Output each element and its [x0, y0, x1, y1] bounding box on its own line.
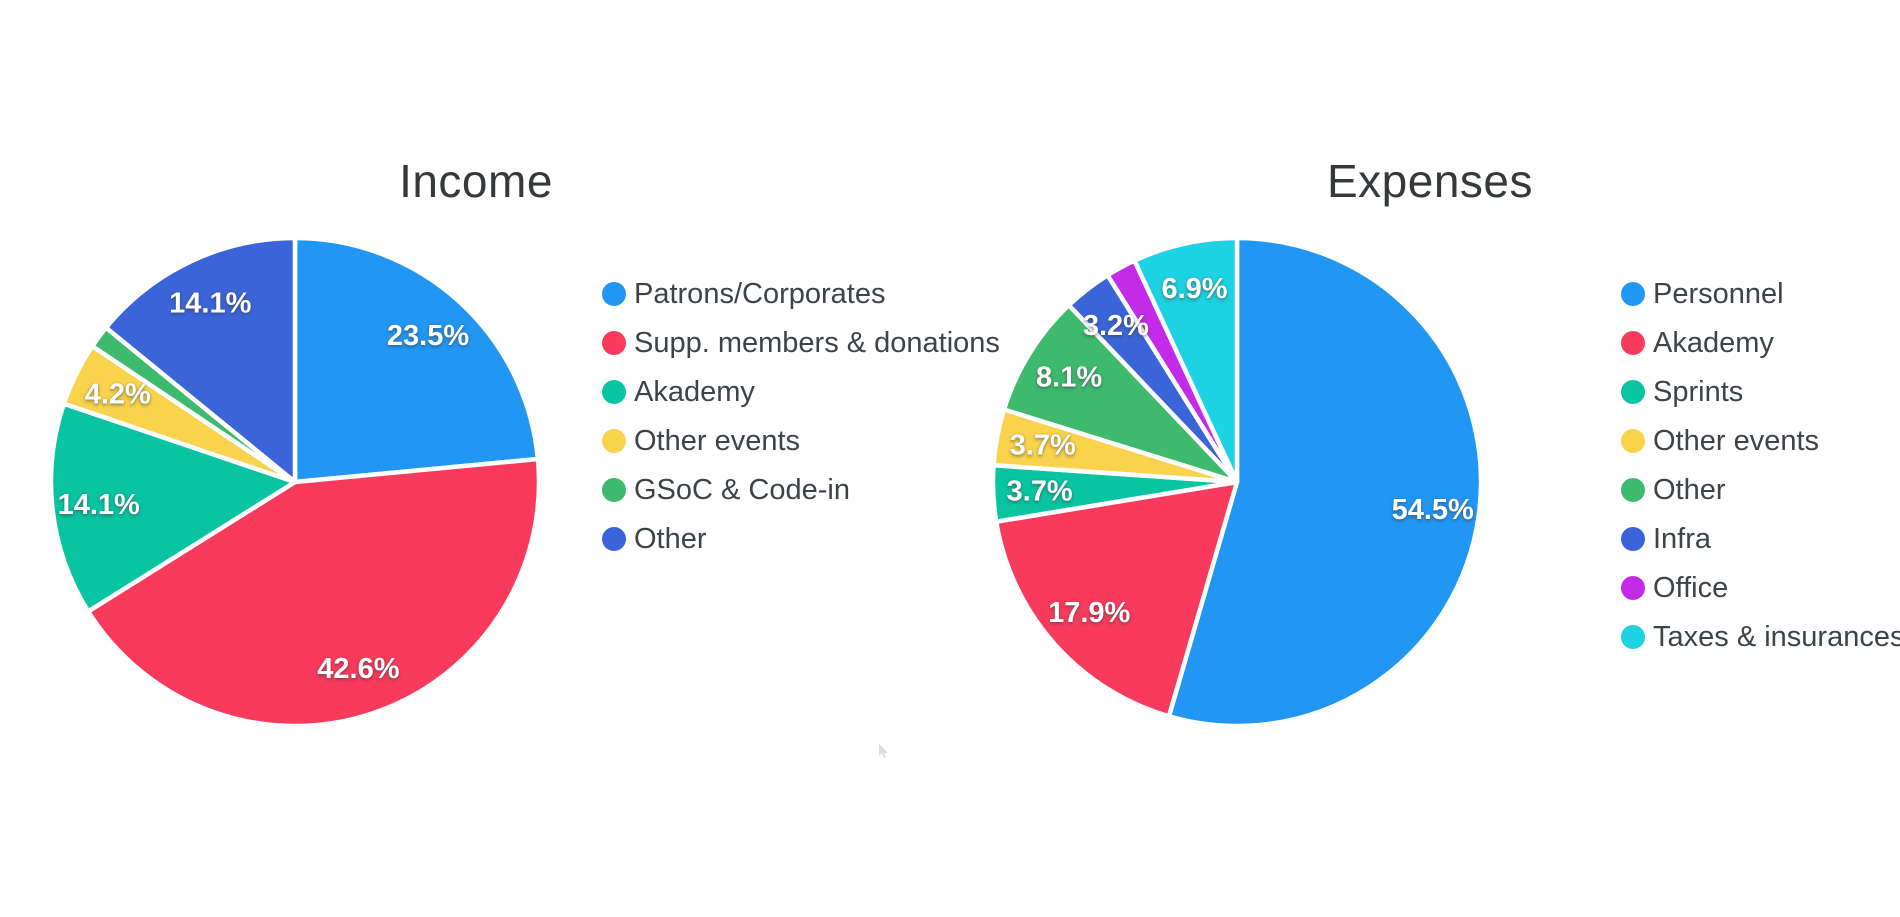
slice-percent-label: 6.9%	[1161, 273, 1227, 305]
legend-swatch-icon	[602, 282, 626, 306]
pie-slice-akademy[interactable]	[48, 401, 298, 614]
legend-item-akademy[interactable]: Akademy	[602, 376, 1000, 408]
slice-percent-label: 17.9%	[1048, 597, 1130, 629]
slice-percent-label: 3.2%	[1083, 310, 1149, 342]
expenses-pie: 54.5% 17.9% 3.7% 3.7% 8.1% 3.2% 6.9%	[990, 235, 1484, 729]
legend-item-patrons-corporates[interactable]: Patrons/Corporates	[602, 278, 1000, 310]
legend-label: Patrons/Corporates	[634, 277, 886, 310]
legend-swatch-icon	[1621, 576, 1645, 600]
expenses-chart-title: Expenses	[1326, 155, 1533, 207]
legend-swatch-icon	[602, 429, 626, 453]
income-chart-title: Income	[399, 155, 553, 207]
legend-item-personnel[interactable]: Personnel	[1621, 278, 1900, 310]
pie-slice-personnel[interactable]	[1166, 235, 1484, 729]
legend-label: Personnel	[1653, 277, 1784, 310]
legend-item-sprints[interactable]: Sprints	[1621, 376, 1900, 408]
legend-label: Other events	[634, 424, 801, 457]
slice-percent-label: 3.7%	[1007, 475, 1073, 507]
legend-item-other[interactable]: Other	[1621, 474, 1900, 506]
slice-percent-label: 3.7%	[1010, 430, 1076, 462]
legend-item-gsoc-code-in[interactable]: GSoC & Code-in	[602, 474, 1000, 506]
income-pie: 23.5% 42.6% 14.1% 4.2% 14.1%	[48, 235, 542, 729]
legend-label: Office	[1653, 571, 1729, 604]
legend-label: Other events	[1653, 424, 1820, 457]
slice-percent-label: 14.1%	[58, 489, 140, 521]
slice-percent-label: 14.1%	[169, 287, 251, 319]
pie-slice-patrons-corporates[interactable]	[292, 235, 541, 485]
legend-item-office[interactable]: Office	[1621, 572, 1900, 604]
legend-item-akademy[interactable]: Akademy	[1621, 327, 1900, 359]
legend-label: Other	[1653, 473, 1726, 506]
legend-label: Akademy	[1653, 326, 1774, 359]
legend-swatch-icon	[602, 331, 626, 355]
legend-swatch-icon	[602, 380, 626, 404]
slice-percent-label: 42.6%	[317, 653, 399, 685]
pie-slice-taxes-insurances[interactable]	[1132, 235, 1240, 485]
legend-label: Taxes & insurances	[1653, 620, 1900, 653]
mouse-cursor-artifact	[879, 744, 888, 758]
legend-swatch-icon	[1621, 429, 1645, 453]
legend-label: Other	[634, 522, 707, 555]
legend-label: Akademy	[634, 375, 755, 408]
expenses-legend: Personnel Akademy Sprints Other events Other…	[1621, 278, 1900, 674]
pie-slice-supp-members-donations[interactable]	[85, 456, 542, 729]
legend-swatch-icon	[1621, 331, 1645, 355]
legend-item-other[interactable]: Other	[602, 523, 1000, 555]
legend-label: Sprints	[1653, 375, 1744, 408]
legend-item-supp-members-donations[interactable]: Supp. members & donations	[602, 327, 1000, 359]
legend-item-other-events[interactable]: Other events	[1621, 425, 1900, 457]
legend-item-other-events[interactable]: Other events	[602, 425, 1000, 457]
legend-swatch-icon	[1621, 282, 1645, 306]
legend-swatch-icon	[1621, 478, 1645, 502]
legend-swatch-icon	[1621, 380, 1645, 404]
pie-slice-other[interactable]	[1001, 302, 1240, 485]
slice-percent-label: 8.1%	[1036, 362, 1102, 394]
legend-label: GSoC & Code-in	[634, 473, 850, 506]
slice-percent-label: 4.2%	[85, 379, 151, 411]
pie-slice-other[interactable]	[103, 235, 298, 485]
legend-item-infra[interactable]: Infra	[1621, 523, 1900, 555]
slice-percent-label: 23.5%	[387, 320, 469, 352]
legend-label: Infra	[1653, 522, 1712, 555]
legend-swatch-icon	[602, 527, 626, 551]
legend-swatch-icon	[1621, 625, 1645, 649]
legend-swatch-icon	[1621, 527, 1645, 551]
slice-percent-label: 54.5%	[1392, 494, 1474, 526]
legend-label: Supp. members & donations	[634, 326, 1000, 359]
pie-slice-akademy[interactable]	[994, 479, 1240, 719]
income-legend: Patrons/Corporates Supp. members & donati…	[602, 278, 1000, 576]
legend-item-taxes-insurances[interactable]: Taxes & insurances	[1621, 621, 1900, 653]
legend-swatch-icon	[602, 478, 626, 502]
